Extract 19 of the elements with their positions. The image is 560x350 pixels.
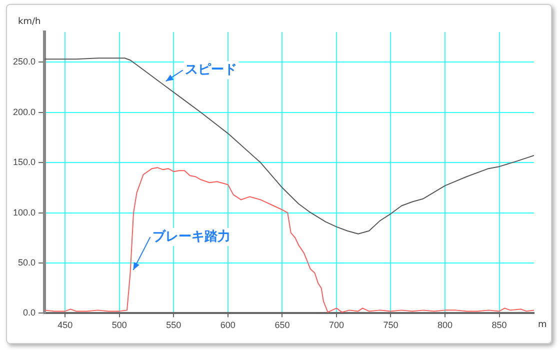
x-tick-label: 800	[437, 320, 453, 330]
x-tick-label: 750	[383, 320, 398, 330]
x-tick-label: 550	[166, 320, 182, 330]
y-tick-label: 250.0	[12, 56, 36, 67]
x-tick-label: 450	[58, 320, 73, 330]
x-tick-label: 650	[274, 320, 290, 330]
x-tick-label: 500	[112, 320, 127, 330]
y-tick-label: 150.0	[12, 157, 36, 168]
y-tick-label: 200.0	[12, 106, 36, 117]
y-tick-label: 50.0	[18, 257, 36, 268]
y-tick-label: 100.0	[12, 207, 36, 218]
series-label: スピード	[184, 62, 237, 78]
x-tick-label: 600	[220, 320, 236, 330]
series-label: ブレーキ踏力	[152, 228, 230, 244]
x-tick-label: 850	[492, 320, 507, 330]
x-tick-label: 700	[328, 320, 344, 330]
y-axis-title: km/h	[18, 16, 41, 27]
x-axis-title: m	[538, 320, 547, 330]
y-tick-label: 0.0	[23, 308, 36, 318]
